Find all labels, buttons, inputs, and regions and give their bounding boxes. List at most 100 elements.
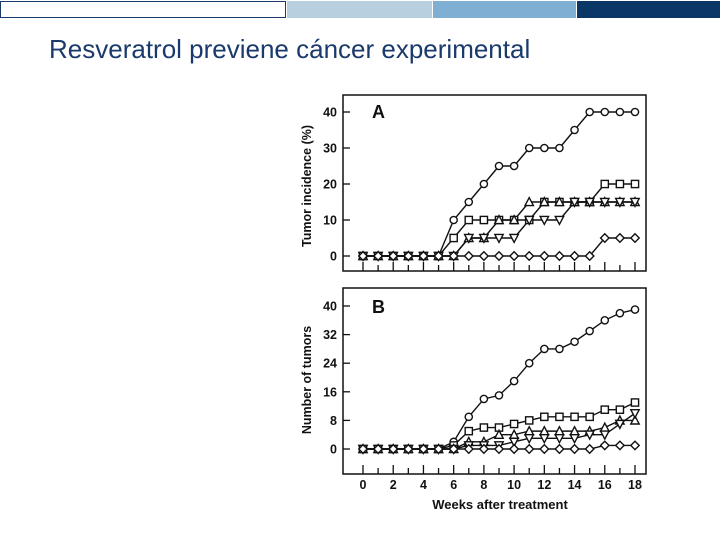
- data-point-square: [630, 398, 640, 407]
- data-point-circle: [555, 344, 564, 354]
- data-point-diamond: [524, 250, 535, 262]
- data-point-diamond: [508, 250, 520, 262]
- data-point-nabla: [523, 215, 535, 226]
- data-point-circle: [464, 197, 474, 207]
- panel-a-label: A: [372, 102, 385, 122]
- data-point-circle: [615, 308, 625, 318]
- data-point-circle: [540, 143, 549, 153]
- data-point-diamond: [554, 443, 565, 455]
- data-point-diamond: [508, 443, 520, 455]
- data-point-nabla: [599, 197, 611, 208]
- data-point-diamond: [357, 250, 369, 262]
- data-point-diamond: [478, 250, 490, 262]
- data-point-diamond: [418, 443, 429, 455]
- data-point-square: [479, 215, 489, 225]
- y-tick-label: 10: [323, 214, 337, 228]
- data-point-circle: [479, 394, 489, 404]
- data-point-nabla: [569, 197, 580, 208]
- data-point-nabla: [508, 437, 520, 448]
- data-point-square: [600, 179, 610, 189]
- data-point-diamond: [433, 250, 444, 262]
- data-point-circle: [570, 337, 579, 347]
- data-point-diamond: [599, 440, 610, 451]
- x-tick-label: 12: [537, 478, 551, 492]
- data-point-diamond: [418, 250, 429, 262]
- header-bar-light-segment: [287, 1, 432, 18]
- data-point-square: [464, 426, 474, 436]
- y-tick-label: 0: [330, 443, 337, 457]
- data-point-square: [479, 423, 489, 432]
- data-point-diamond: [614, 440, 626, 451]
- y-tick-label: 40: [323, 300, 337, 314]
- data-point-diamond: [478, 443, 490, 455]
- data-point-square: [630, 179, 640, 189]
- data-point-square: [524, 416, 534, 425]
- x-tick-label: 18: [628, 478, 642, 492]
- data-point-diamond: [463, 443, 474, 455]
- y-tick-label: 20: [323, 178, 337, 192]
- data-point-circle: [524, 143, 534, 153]
- panel-b-frame: [342, 287, 647, 475]
- data-point-diamond: [584, 443, 595, 455]
- x-tick-label: 14: [568, 478, 582, 492]
- data-point-nabla: [554, 433, 565, 445]
- slide-title: Resveratrol previene cáncer experimental: [49, 34, 531, 64]
- data-point-nabla: [569, 433, 580, 445]
- data-point-nabla: [584, 197, 596, 208]
- data-point-diamond: [403, 443, 414, 455]
- header-bar-medium-segment: [433, 1, 576, 18]
- x-tick-label: 4: [420, 478, 427, 492]
- data-point-diamond: [614, 232, 626, 244]
- data-point-nabla: [599, 430, 611, 441]
- data-point-circle: [509, 376, 519, 386]
- data-point-square: [449, 233, 458, 243]
- data-point-nabla: [584, 430, 596, 441]
- x-tick-label: 8: [480, 478, 487, 492]
- panel-b-y-axis-label: Number of tumors: [300, 326, 314, 434]
- y-tick-label: 24: [323, 357, 337, 371]
- x-tick-label: 6: [450, 478, 457, 492]
- data-point-nabla: [538, 215, 550, 226]
- data-point-diamond: [599, 232, 610, 244]
- y-tick-label: 40: [323, 106, 337, 120]
- data-point-diamond: [357, 443, 369, 455]
- data-point-square: [464, 215, 474, 225]
- data-point-circle: [540, 344, 549, 354]
- data-point-diamond: [539, 443, 550, 455]
- panel-b-series: [357, 305, 641, 455]
- data-point-nabla: [538, 433, 550, 445]
- data-point-triangle: [493, 214, 505, 225]
- data-point-circle: [509, 161, 519, 171]
- data-point-diamond: [372, 250, 384, 262]
- y-tick-label: 0: [330, 250, 337, 264]
- data-point-circle: [494, 161, 504, 171]
- data-point-diamond: [554, 250, 565, 262]
- panel-a-ticks: 0 10 20 30 40: [323, 106, 636, 271]
- data-point-diamond: [584, 250, 595, 262]
- data-point-triangle: [493, 428, 505, 439]
- data-point-diamond: [463, 250, 474, 262]
- data-point-nabla: [614, 197, 626, 208]
- panel-b: B Number of tumors Weeks after treatment…: [300, 287, 647, 512]
- data-point-circle: [449, 215, 458, 225]
- x-tick-label: 10: [507, 478, 521, 492]
- data-point-circle: [630, 107, 640, 117]
- data-point-diamond: [569, 443, 580, 455]
- y-tick-label: 32: [323, 328, 337, 342]
- data-point-triangle: [508, 214, 520, 225]
- data-point-diamond: [493, 443, 505, 455]
- data-point-triangle: [538, 196, 550, 207]
- data-point-square: [509, 419, 519, 429]
- data-point-diamond: [388, 250, 399, 262]
- data-point-nabla: [493, 233, 505, 244]
- data-point-diamond: [539, 250, 550, 262]
- x-tick-label: 0: [360, 478, 367, 492]
- panel-a-series: [357, 107, 641, 262]
- data-point-diamond: [629, 440, 641, 451]
- data-point-circle: [600, 315, 610, 325]
- header-bar-white-segment: [0, 1, 286, 18]
- y-tick-label: 16: [323, 385, 337, 399]
- data-point-diamond: [403, 250, 414, 262]
- y-tick-label: 30: [323, 142, 337, 156]
